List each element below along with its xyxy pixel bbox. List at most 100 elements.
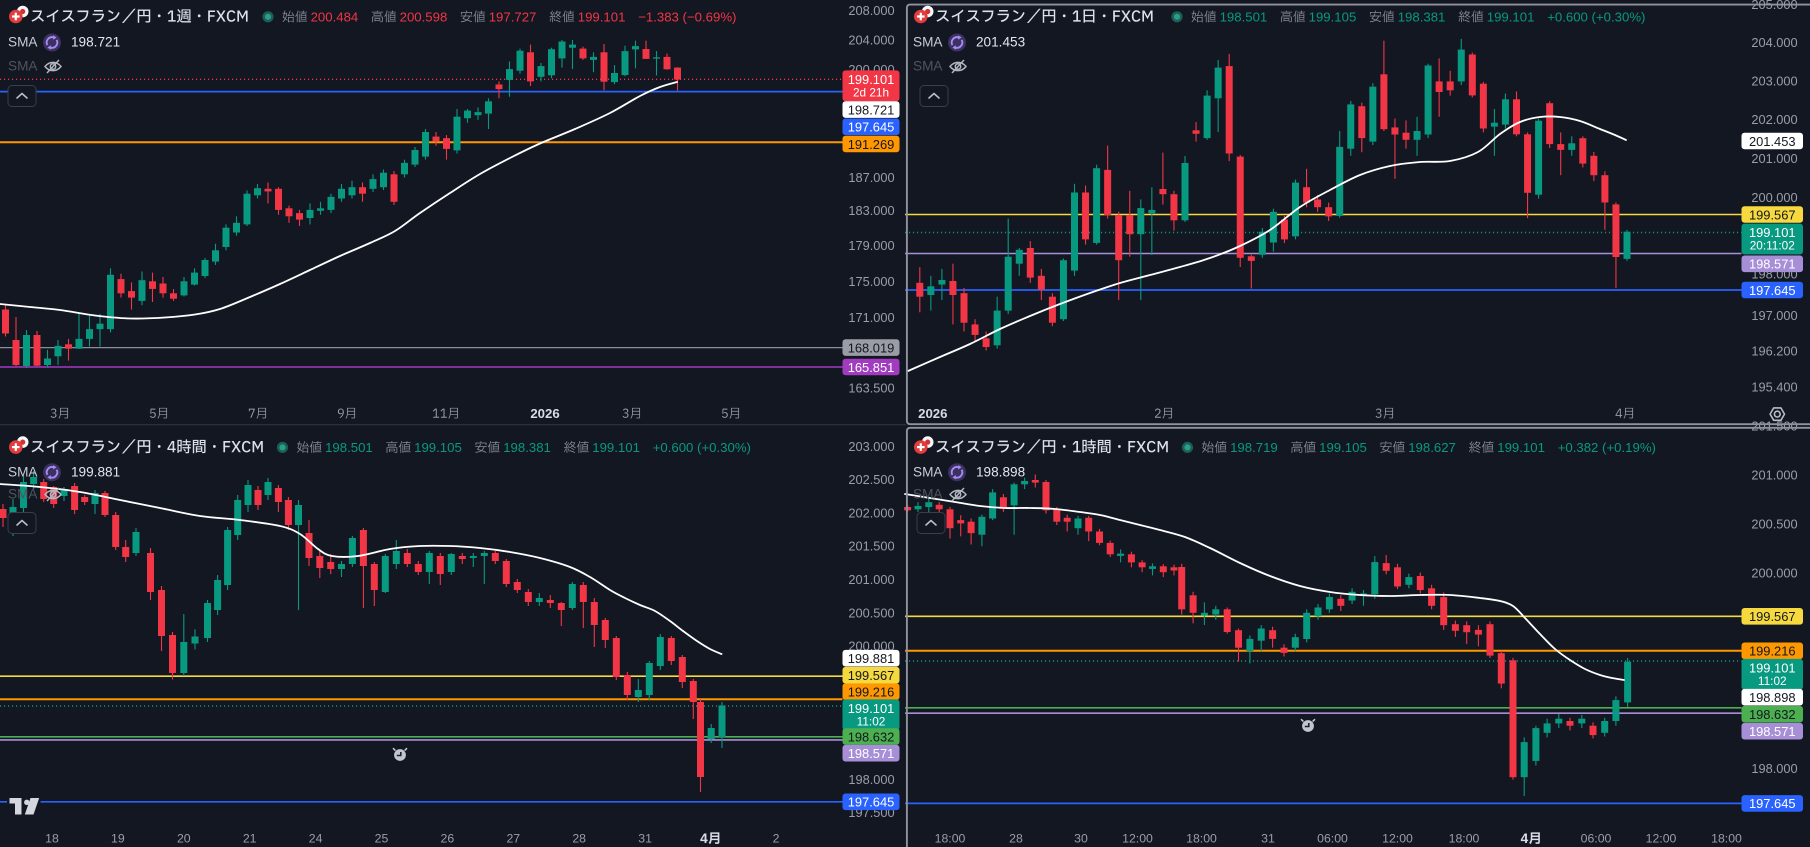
svg-text:SMA: SMA [913, 59, 943, 74]
svg-text:163.500: 163.500 [848, 381, 894, 396]
svg-text:198.898: 198.898 [976, 464, 1025, 479]
svg-text:−1.383 (−0.69%): −1.383 (−0.69%) [638, 10, 736, 25]
svg-text:199.101: 199.101 [848, 701, 895, 716]
svg-text:201.500: 201.500 [1751, 419, 1797, 434]
svg-text:200.000: 200.000 [848, 639, 894, 654]
svg-text:30: 30 [1074, 832, 1088, 846]
svg-text:202.000: 202.000 [1751, 112, 1797, 127]
svg-text:12:00: 12:00 [1646, 832, 1677, 846]
svg-text:21: 21 [243, 832, 257, 846]
svg-text:196.200: 196.200 [1751, 344, 1797, 359]
svg-text:SMA: SMA [913, 464, 943, 479]
svg-text:168.019: 168.019 [848, 340, 895, 355]
svg-text:SMA: SMA [8, 59, 38, 74]
svg-text:197.000: 197.000 [1751, 308, 1797, 323]
svg-text:198.501: 198.501 [325, 440, 373, 455]
svg-text:208.000: 208.000 [848, 3, 894, 18]
svg-text:175.000: 175.000 [848, 274, 894, 289]
svg-text:200.484: 200.484 [311, 10, 359, 25]
svg-text:199.567: 199.567 [848, 668, 895, 683]
svg-text:199.101: 199.101 [1497, 440, 1545, 455]
svg-text:31: 31 [1261, 832, 1275, 846]
svg-text:198.571: 198.571 [848, 746, 895, 761]
svg-text:200.000: 200.000 [1751, 190, 1797, 205]
svg-text:198.898: 198.898 [1749, 690, 1796, 705]
svg-text:171.000: 171.000 [848, 310, 894, 325]
svg-text:SMA: SMA [913, 487, 943, 502]
svg-text:179.000: 179.000 [848, 238, 894, 253]
svg-text:28: 28 [1009, 832, 1023, 846]
svg-text:198.571: 198.571 [1749, 724, 1796, 739]
svg-text:199.881: 199.881 [848, 651, 895, 666]
svg-text:199.101: 199.101 [1749, 660, 1796, 675]
svg-text:201.453: 201.453 [976, 35, 1025, 50]
svg-text:199.101: 199.101 [848, 72, 895, 87]
svg-text:SMA: SMA [913, 35, 943, 50]
svg-text:+0.600 (+0.30%): +0.600 (+0.30%) [653, 440, 751, 455]
svg-text:201.000: 201.000 [1751, 151, 1797, 166]
svg-text:201.000: 201.000 [848, 572, 894, 587]
svg-text:198.000: 198.000 [1751, 761, 1797, 776]
svg-text:20:11:02: 20:11:02 [1750, 239, 1795, 253]
svg-text:198.632: 198.632 [848, 729, 895, 744]
svg-text:SMA: SMA [8, 487, 38, 502]
svg-text:200.500: 200.500 [848, 605, 894, 620]
svg-text:27: 27 [506, 832, 520, 846]
svg-text:2026: 2026 [530, 406, 559, 421]
svg-text:198.571: 198.571 [1749, 257, 1796, 272]
svg-text:2: 2 [773, 832, 780, 846]
svg-text:187.000: 187.000 [848, 170, 894, 185]
svg-text:200.000: 200.000 [1751, 565, 1797, 580]
svg-text:199.105: 199.105 [1309, 10, 1357, 25]
svg-text:+0.382 (+0.19%): +0.382 (+0.19%) [1558, 440, 1656, 455]
svg-text:204.000: 204.000 [1751, 35, 1797, 50]
svg-text:199.216: 199.216 [848, 685, 895, 700]
svg-text:06:00: 06:00 [1317, 832, 1348, 846]
svg-text:06:00: 06:00 [1581, 832, 1612, 846]
svg-text:28: 28 [572, 832, 586, 846]
svg-text:SMA: SMA [8, 35, 38, 50]
svg-text:199.101: 199.101 [1487, 10, 1535, 25]
svg-text:25: 25 [375, 832, 389, 846]
svg-text:203.000: 203.000 [848, 439, 894, 454]
svg-text:11:02: 11:02 [1758, 674, 1787, 688]
svg-text:191.269: 191.269 [848, 137, 895, 152]
svg-text:31: 31 [638, 832, 652, 846]
svg-text:SMA: SMA [8, 464, 38, 479]
svg-text:2026: 2026 [918, 406, 947, 421]
svg-text:165.851: 165.851 [848, 360, 895, 375]
svg-text:199.101: 199.101 [578, 10, 626, 25]
svg-text:197.645: 197.645 [1749, 796, 1796, 811]
svg-text:24: 24 [309, 832, 323, 846]
svg-text:199.567: 199.567 [1749, 609, 1796, 624]
svg-text:199.101: 199.101 [592, 440, 640, 455]
svg-text:183.000: 183.000 [848, 203, 894, 218]
svg-text:197.645: 197.645 [848, 795, 895, 810]
svg-text:205.000: 205.000 [1751, 0, 1797, 12]
svg-text:199.881: 199.881 [71, 464, 120, 479]
svg-text:+0.600 (+0.30%): +0.600 (+0.30%) [1547, 10, 1645, 25]
svg-text:19: 19 [111, 832, 125, 846]
svg-text:199.101: 199.101 [1749, 225, 1796, 240]
svg-text:195.400: 195.400 [1751, 380, 1797, 395]
svg-text:203.000: 203.000 [1751, 74, 1797, 89]
svg-text:197.645: 197.645 [1749, 283, 1796, 298]
svg-text:198.719: 198.719 [1230, 440, 1278, 455]
svg-text:12:00: 12:00 [1382, 832, 1413, 846]
svg-text:26: 26 [441, 832, 455, 846]
svg-text:18:00: 18:00 [1711, 832, 1742, 846]
svg-text:18: 18 [45, 832, 59, 846]
svg-text:199.105: 199.105 [1319, 440, 1367, 455]
svg-text:198.000: 198.000 [848, 772, 894, 787]
svg-text:201.000: 201.000 [1751, 468, 1797, 483]
svg-text:197.645: 197.645 [848, 120, 895, 135]
svg-text:198.632: 198.632 [1749, 707, 1796, 722]
svg-text:199.216: 199.216 [1749, 644, 1796, 659]
svg-text:199.567: 199.567 [1749, 207, 1796, 222]
svg-text:198.381: 198.381 [503, 440, 551, 455]
svg-text:18:00: 18:00 [1186, 832, 1217, 846]
svg-text:200.598: 200.598 [400, 10, 448, 25]
svg-text:201.453: 201.453 [1749, 134, 1796, 149]
svg-text:198.627: 198.627 [1408, 440, 1456, 455]
svg-text:2d 21h: 2d 21h [853, 86, 889, 100]
